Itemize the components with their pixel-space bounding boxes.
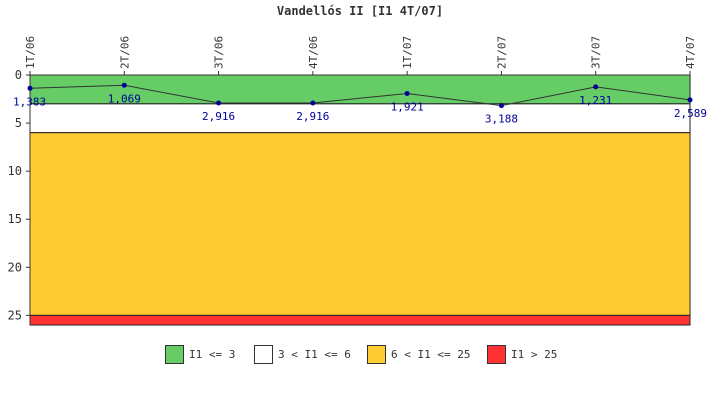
legend-swatch — [487, 345, 506, 364]
data-label: 2,916 — [296, 110, 329, 123]
legend-swatch — [254, 345, 273, 364]
data-point — [593, 84, 599, 90]
x-tick-label: 3T/06 — [213, 36, 226, 69]
x-tick-label: 1T/07 — [401, 36, 414, 69]
chart-axes: 0 5 10 15 20 25 1T/06 2T/06 3T/06 4T/06 1T/07 2T/07… — [8, 36, 697, 325]
data-label: 3,188 — [485, 113, 518, 126]
data-label: 2,589 — [674, 107, 707, 120]
data-point — [310, 100, 316, 106]
legend-label: 3 < I1 <= 6 — [278, 348, 351, 361]
data-series — [27, 82, 693, 109]
legend-swatch — [367, 345, 386, 364]
data-labels: 1,383 1,069 2,916 2,916 1,921 3,188 1,231 2,589 — [13, 92, 707, 125]
data-point — [27, 85, 33, 91]
x-tick-label: 1T/06 — [24, 36, 37, 69]
chart-title: Vandellós II [I1 4T/07] — [276, 4, 444, 18]
x-tick-label: 4T/07 — [684, 36, 697, 69]
data-label: 1,921 — [391, 100, 424, 113]
x-tick-label: 3T/07 — [590, 36, 603, 69]
data-label: 1,231 — [579, 94, 612, 107]
band-3 — [29, 314, 691, 326]
y-tick-label: 20 — [8, 260, 22, 274]
y-tick-label: 5 — [15, 116, 22, 130]
y-tick-label: 25 — [8, 308, 22, 322]
data-label: 1,383 — [13, 95, 46, 108]
data-point — [121, 82, 127, 88]
y-tick-label: 10 — [8, 164, 22, 178]
data-point — [404, 90, 410, 96]
legend-label: I1 > 25 — [511, 348, 558, 361]
data-point — [498, 103, 504, 109]
series-line — [29, 84, 691, 107]
threshold-bands — [29, 74, 691, 326]
band-2 — [29, 132, 691, 316]
data-point — [687, 97, 693, 103]
y-tick-label: 15 — [8, 212, 22, 226]
x-tick-label: 4T/06 — [307, 36, 320, 69]
band-1 — [29, 103, 691, 134]
x-tick-label: 2T/07 — [495, 36, 508, 69]
band-0 — [29, 74, 691, 105]
chart-legend: I1 <= 3 3 < I1 <= 6 6 < I1 <= 25 I1 > 25 — [0, 345, 720, 367]
x-tick-label: 2T/06 — [118, 36, 131, 69]
data-label: 1,069 — [108, 92, 141, 105]
data-label: 2,916 — [202, 110, 235, 123]
legend-label: 6 < I1 <= 25 — [391, 348, 471, 361]
legend-label: I1 <= 3 — [189, 348, 236, 361]
y-tick-label: 0 — [15, 68, 22, 82]
data-point — [216, 100, 222, 106]
legend-swatch — [165, 345, 184, 364]
